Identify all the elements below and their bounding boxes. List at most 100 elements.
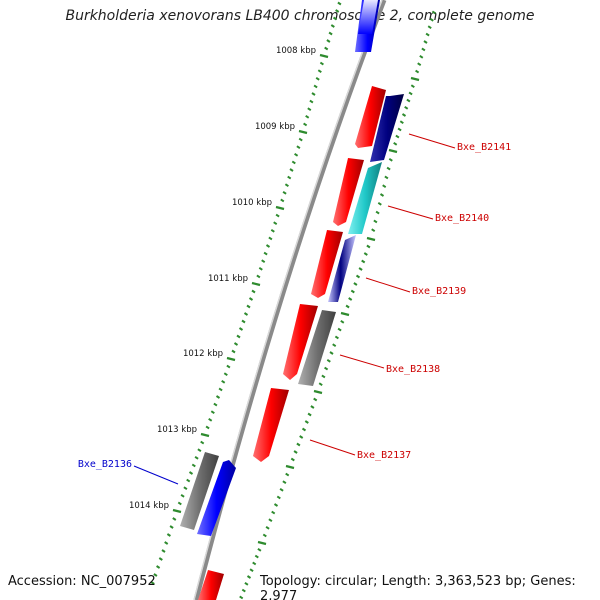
minor-tick-inner [290,457,295,462]
tick-label: 1013 kbp [157,425,197,435]
minor-tick [246,304,251,309]
minor-tick-inner [363,252,368,256]
gene-label[interactable]: Bxe_B2140 [435,213,489,224]
gene-label[interactable]: Bxe_B2136 [78,459,132,470]
gene-b2138-pseudo-grey[interactable] [298,310,336,386]
minor-tick [319,61,324,66]
major-tick [226,356,236,362]
minor-tick-inner [371,228,376,233]
minor-tick-inner [373,219,378,224]
gene-label[interactable]: Bxe_B2139 [412,286,466,297]
minor-tick-inner [361,259,366,264]
minor-tick [315,76,320,81]
major-tick [251,281,261,287]
minor-tick-inner [337,327,342,332]
minor-tick-inner [332,343,337,348]
gene-top-reverse-blue-faded[interactable] [358,0,378,34]
minor-tick [213,402,218,407]
minor-tick-inner [404,105,409,110]
major-tick-inner [340,311,350,317]
minor-tick-inner [279,487,284,492]
minor-tick-inner [299,435,304,439]
minor-tick [223,372,228,377]
minor-tick-inner [265,525,270,530]
major-tick-inner [285,464,295,470]
gene-b2141-reverse-navy[interactable] [370,94,404,162]
minor-tick [188,471,194,475]
minor-tick-inner [348,297,353,301]
minor-tick [153,573,158,577]
minor-tick [289,168,294,172]
minor-tick [313,84,318,89]
minor-tick [156,565,161,569]
minor-tick-inner [268,518,273,523]
minor-tick [243,312,249,316]
minor-tick [265,244,271,248]
minor-tick-inner [415,69,420,74]
gene-forward-red-1[interactable] [355,86,386,148]
minor-tick [200,440,205,445]
gene-bottom-forward-red[interactable] [198,570,224,600]
minor-tick [158,557,163,561]
minor-tick-inner [427,25,432,30]
minor-tick [258,266,263,271]
gene-b2137-forward-red[interactable] [253,388,289,462]
minor-tick-inner [358,267,363,271]
minor-tick-inner [321,374,326,379]
tick-layer: 1008 kbp 1009 kbp 1010 kbp 1011 kbp 1012 kbp… [129,1,436,600]
gene-b2136-reverse-blue[interactable] [197,460,236,536]
minor-tick-inner [304,420,309,424]
minor-tick [305,114,310,119]
gene-label-leader [309,439,356,456]
minor-tick [273,221,278,226]
minor-tick-inner [276,495,281,500]
gene-label-leader [408,133,456,149]
minor-tick-inner [406,98,411,103]
minor-tick [287,175,292,180]
gene-forward-red-2[interactable] [333,158,364,226]
minor-tick [256,274,261,279]
minor-tick [177,501,182,506]
gene-pseudo-grey-b2136-adjacent[interactable] [180,452,219,530]
tick-label: 1014 kbp [129,501,169,511]
gene-label-leader [133,465,179,485]
gene-label[interactable]: Bxe_B2141 [457,142,511,153]
minor-tick [233,342,239,346]
minor-tick-inner [310,405,315,409]
gene-forward-red-3[interactable] [311,230,343,298]
minor-tick-inner [271,510,276,515]
minor-tick-inner [350,289,355,294]
minor-tick [324,46,329,51]
major-tick [172,508,182,514]
gene-forward-red-4[interactable] [283,304,318,380]
minor-tick [298,137,303,142]
gene-label[interactable]: Bxe_B2137 [357,450,411,461]
minor-tick [194,455,199,460]
gene-label[interactable]: Bxe_B2138 [386,364,440,375]
gene-b2139-reverse-navy[interactable] [328,235,356,302]
minor-tick-inner [239,595,244,600]
minor-tick-inner [296,442,301,447]
minor-tick [296,145,301,150]
minor-tick-inner [318,382,323,387]
minor-tick-inner [262,533,267,538]
minor-tick [180,493,185,498]
minor-tick-inner [329,351,334,355]
minor-tick [218,387,223,392]
gene-b2140-reverse-cyan[interactable] [348,162,382,234]
minor-tick [280,198,285,203]
minor-tick-inner [384,175,389,180]
minor-tick-inner [313,397,318,402]
minor-tick-inner [334,335,339,340]
gene-layer [180,0,404,600]
minor-tick-inner [423,40,428,44]
major-tick-inner [388,148,398,154]
minor-tick [172,517,177,521]
minor-tick-inner [340,319,345,324]
gene-label-leader [365,277,411,293]
accession-text: Accession: NC_007952 [8,574,156,589]
minor-tick [215,395,221,399]
map-title: Burkholderia xenovorans LB400 chromosome… [65,8,535,24]
minor-tick-inner [393,141,398,146]
